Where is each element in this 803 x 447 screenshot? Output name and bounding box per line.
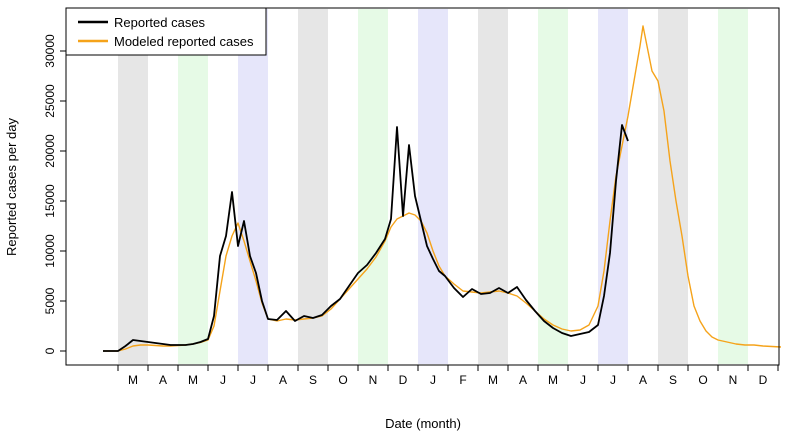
month-band-1	[178, 9, 208, 364]
x-tick-label-5: A	[279, 373, 287, 387]
x-tick-label-18: S	[669, 373, 677, 387]
x-tick-label-1: A	[159, 373, 167, 387]
y-tick-label-2: 10000	[43, 234, 57, 268]
plot-frame	[65, 7, 780, 366]
x-tick-label-11: F	[459, 373, 466, 387]
x-tick-label-10: J	[430, 373, 436, 387]
month-band-9	[658, 9, 688, 364]
x-tick-label-20: N	[729, 373, 738, 387]
x-tick-label-7: O	[338, 373, 347, 387]
legend: Reported cases Modeled reported cases	[65, 7, 267, 56]
x-tick-label-0: M	[128, 373, 138, 387]
y-axis: 0 5000 10000 15000 20000 25000 30000	[43, 34, 66, 354]
x-tick-label-9: D	[399, 373, 408, 387]
y-axis-label: Reported cases per day	[4, 117, 19, 256]
x-tick-label-17: A	[639, 373, 647, 387]
y-tick-label-3: 15000	[43, 184, 57, 218]
x-tick-label-6: S	[309, 373, 317, 387]
y-tick-label-5: 25000	[43, 84, 57, 118]
x-tick-label-3: J	[220, 373, 226, 387]
month-band-5	[418, 9, 448, 364]
series-line-reported	[103, 124, 629, 352]
y-tick-label-4: 20000	[43, 134, 57, 168]
y-tick-label-1: 5000	[43, 287, 57, 314]
x-tick-label-21: D	[759, 373, 768, 387]
y-tick-label-0: 0	[43, 347, 57, 354]
y-tick-label-6: 30000	[43, 34, 57, 68]
month-band-7	[538, 9, 568, 364]
series-line-modeled	[103, 25, 782, 352]
series-layer	[103, 25, 782, 352]
month-band-3	[298, 9, 328, 364]
x-tick-label-16: J	[610, 373, 616, 387]
x-tick-label-12: M	[488, 373, 498, 387]
legend-box	[65, 7, 267, 56]
month-band-0	[118, 9, 148, 364]
month-band-2	[238, 9, 268, 364]
month-band-10	[718, 9, 748, 364]
x-tick-label-13: A	[519, 373, 527, 387]
month-shading-bands	[118, 9, 748, 364]
legend-label-reported: Reported cases	[114, 15, 206, 30]
month-band-8	[598, 9, 628, 364]
x-tick-label-15: J	[580, 373, 586, 387]
x-axis-label: Date (month)	[385, 416, 461, 431]
x-tick-label-8: N	[369, 373, 378, 387]
month-band-6	[478, 9, 508, 364]
x-tick-label-4: J	[250, 373, 256, 387]
legend-label-modeled: Modeled reported cases	[114, 34, 254, 49]
x-tick-label-2: M	[188, 373, 198, 387]
month-band-4	[358, 9, 388, 364]
x-tick-label-19: O	[698, 373, 707, 387]
x-tick-label-14: M	[548, 373, 558, 387]
